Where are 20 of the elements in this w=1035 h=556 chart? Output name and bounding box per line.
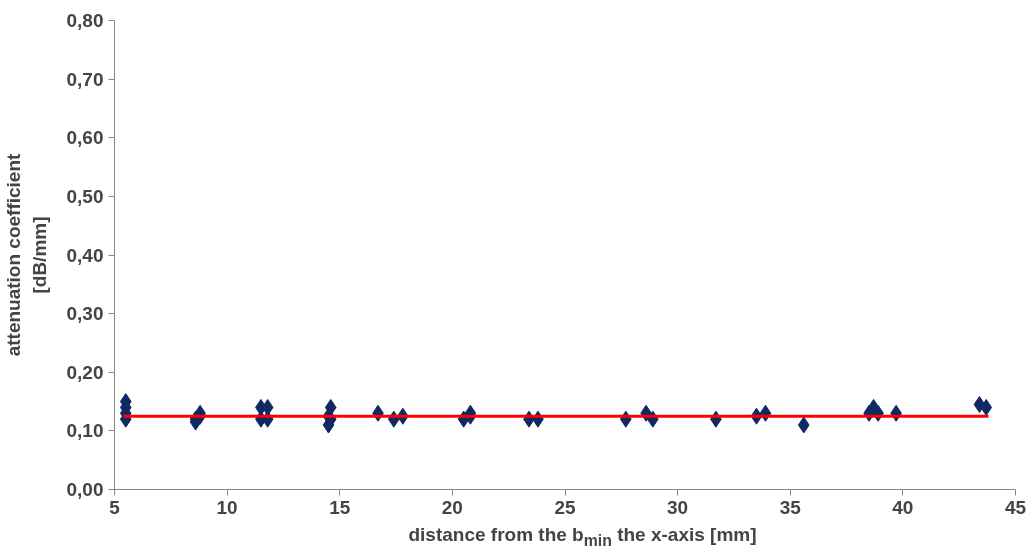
y-tick-label: 0,40 xyxy=(66,244,104,266)
y-tick-label: 0,70 xyxy=(66,68,104,90)
x-tick-label: 20 xyxy=(441,496,463,518)
y-tick-label: 0,00 xyxy=(66,479,104,500)
x-tick-label: 10 xyxy=(216,496,238,518)
y-tick-label: 0,10 xyxy=(66,420,104,442)
x-tick-label: 30 xyxy=(667,496,689,518)
x-tick-label: 45 xyxy=(1004,496,1027,518)
x-tick-label: 5 xyxy=(109,496,121,518)
x-tick-label: 35 xyxy=(779,496,802,518)
y-tick-label: 0,60 xyxy=(66,127,104,149)
y-tick-label: 0,50 xyxy=(66,185,104,207)
y-tick-label: 0,80 xyxy=(66,10,104,31)
x-tick-label: 15 xyxy=(329,496,351,518)
x-axis-title: distance from the b$_{min}$ the x-axis [mm] xyxy=(408,523,757,551)
y-tick-label: 0,20 xyxy=(66,361,104,383)
x-tick-label: 40 xyxy=(892,496,914,518)
y-tick-label: 0,30 xyxy=(66,303,104,325)
y-axis-title: attenuation coefficient [dB/mm] xyxy=(3,152,50,357)
x-tick-label: 25 xyxy=(554,496,576,518)
